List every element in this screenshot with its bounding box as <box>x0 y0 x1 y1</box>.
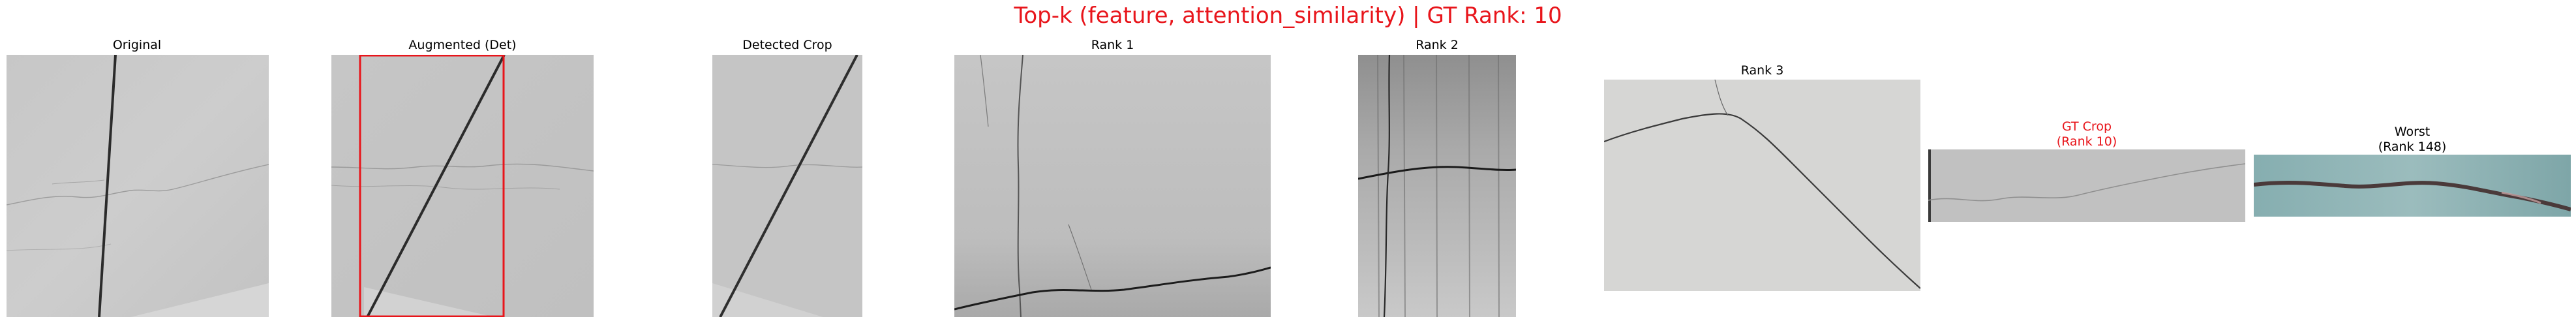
panel-title-rank2-line: Rank 2 <box>1416 38 1459 52</box>
panel-title-rank1: Rank 1 <box>954 38 1271 53</box>
panel-title-augmented-line: Augmented (Det) <box>408 38 517 52</box>
augmented-image <box>331 55 594 317</box>
rank2-image <box>1358 55 1516 317</box>
detected-crop-image <box>712 55 862 317</box>
rank1-image <box>954 55 1271 317</box>
panel-title-detected-line: Detected Crop <box>742 38 832 52</box>
panel-title-worst-line1: Worst <box>2394 125 2431 139</box>
original-image <box>7 55 269 317</box>
panel-title-gt-line2: (Rank 10) <box>2056 134 2117 149</box>
figure-title: Top-k (feature, attention_similarity) | … <box>1014 3 1562 29</box>
rank3-image <box>1604 80 1920 291</box>
gt-crop-image <box>1928 149 2245 222</box>
panel-title-rank3-line: Rank 3 <box>1740 63 1784 78</box>
panel-title-worst-line2: (Rank 148) <box>2378 140 2447 154</box>
panel-title-augmented: Augmented (Det) <box>331 38 594 53</box>
panel-title-gt: GT Crop (Rank 10) <box>1928 119 2245 149</box>
panel-title-gt-line1: GT Crop <box>2061 119 2112 134</box>
worst-image <box>2254 155 2571 217</box>
panel-title-original-line: Original <box>112 38 162 52</box>
panel-title-detected: Detected Crop <box>712 38 862 53</box>
panel-title-original: Original <box>7 38 267 53</box>
panel-title-rank2: Rank 2 <box>1358 38 1516 53</box>
panel-title-rank3: Rank 3 <box>1604 63 1920 78</box>
panel-title-worst: Worst (Rank 148) <box>2254 125 2571 155</box>
panel-title-rank1-line: Rank 1 <box>1091 38 1134 52</box>
